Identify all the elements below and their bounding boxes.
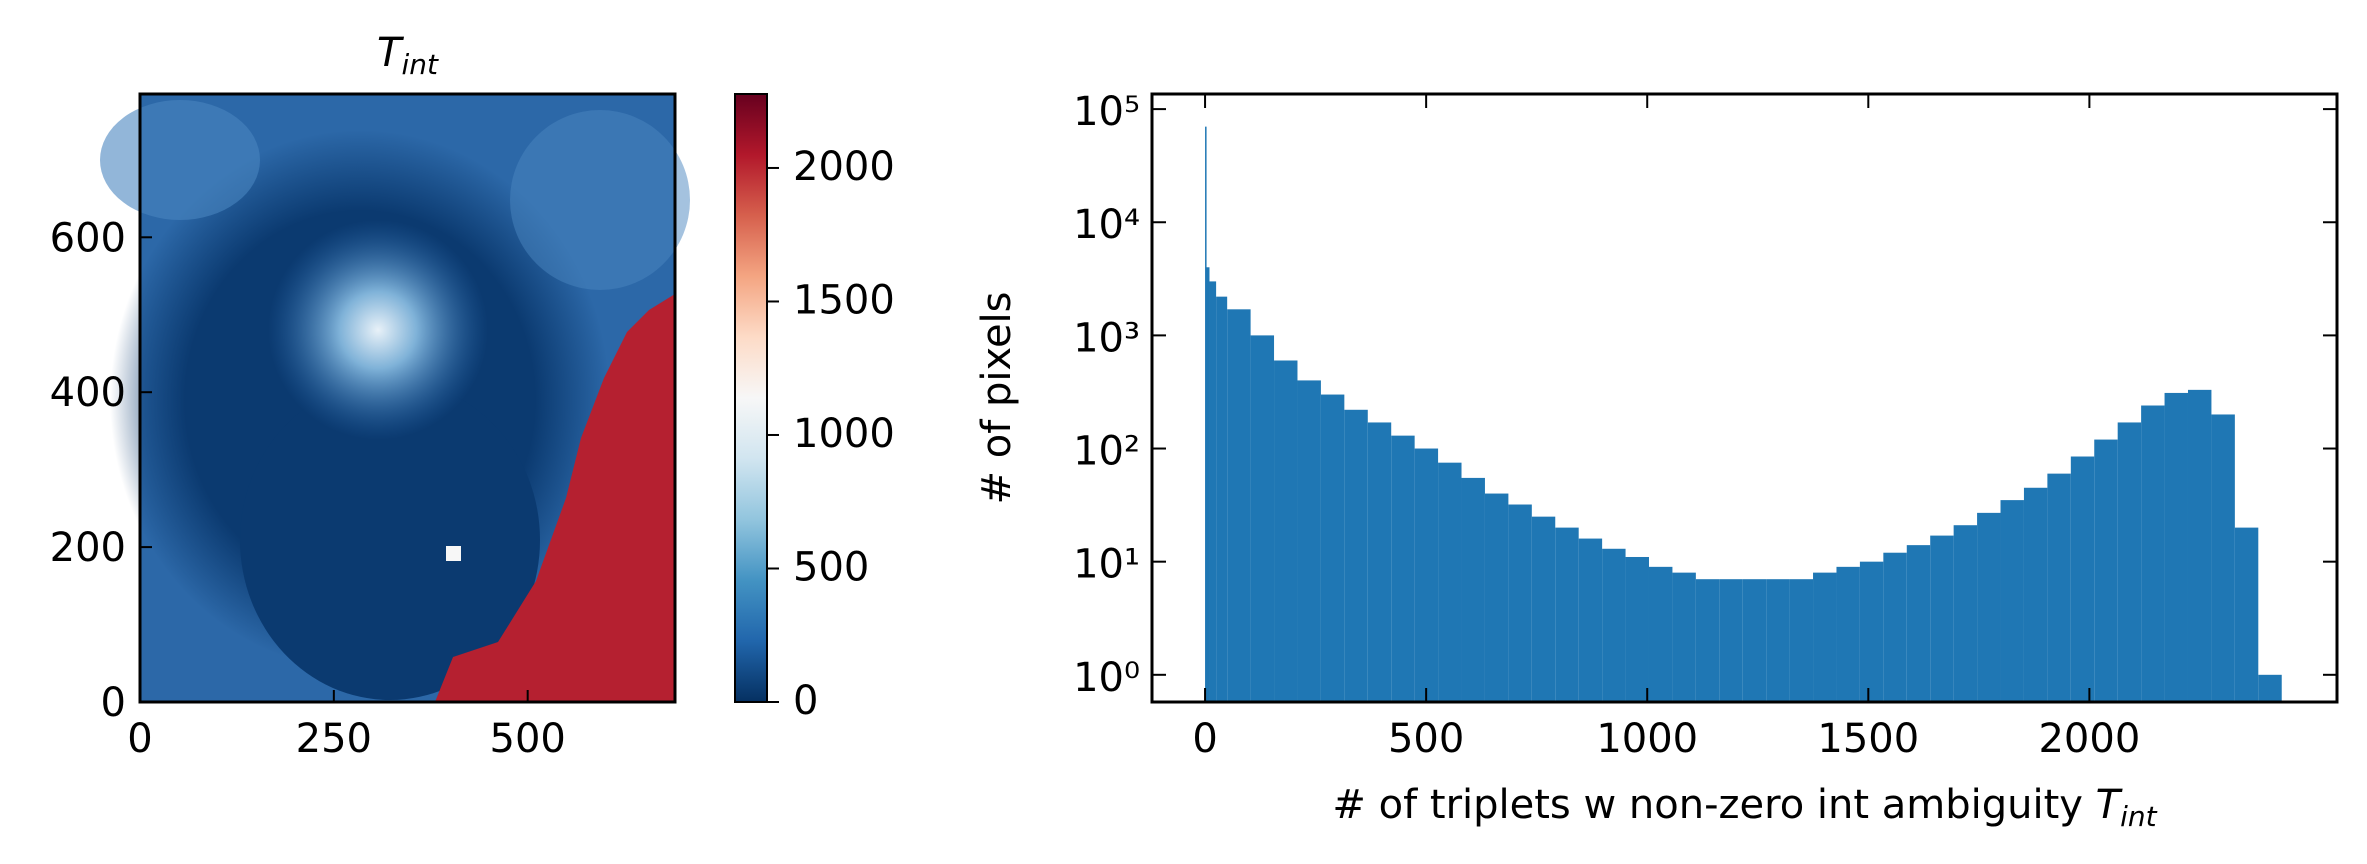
histogram-bar [1216, 296, 1228, 702]
histogram-bar [1320, 394, 1345, 702]
histogram-bar [1883, 552, 1907, 702]
histogram-bar [1859, 561, 1884, 702]
colorbar-tick-label: 2000 [793, 144, 895, 190]
histogram-bar [2023, 487, 2048, 702]
y-tick-label: 0 [101, 680, 126, 726]
histogram-bar [2164, 392, 2188, 702]
y-tick-label: 600 [50, 215, 126, 261]
histogram-bar [1742, 579, 1767, 702]
y-tick-label: 10⁵ [1073, 89, 1140, 135]
x-tick-label: 500 [1388, 716, 1464, 762]
histogram-bar [2141, 405, 2165, 702]
histogram-bar [1977, 512, 2001, 702]
y-tick-label: 10⁴ [1073, 202, 1140, 248]
colorbar-tick-label: 0 [793, 678, 818, 724]
colorbar-tick-label: 1500 [793, 277, 895, 323]
subscript: int [2120, 800, 2158, 833]
histogram-bar [1555, 527, 1579, 702]
histogram-bar [1227, 309, 1251, 702]
y-tick-label: 400 [50, 370, 126, 416]
heatmap-image [100, 94, 690, 702]
x-tick-label: 250 [296, 716, 372, 762]
label: # of triplets w non-zero int ambiguity T… [1332, 782, 2157, 833]
symbol: T [377, 30, 405, 76]
histogram-bar [1766, 579, 1790, 702]
histogram-bar [1719, 579, 1743, 702]
x-tick-label: 0 [127, 716, 152, 762]
histogram-bar [1625, 556, 1649, 702]
colorbar [734, 93, 768, 703]
image-region [510, 110, 690, 290]
histogram-bar [2187, 389, 2212, 702]
histogram-bar [2234, 527, 2259, 702]
subscript: int [401, 48, 439, 81]
y-tick-label: 10³ [1073, 315, 1140, 361]
histogram-bar [1508, 504, 1532, 702]
y-tick-label: 10² [1073, 429, 1140, 475]
histogram-bar [2000, 500, 2024, 702]
image-region [240, 380, 540, 700]
image-region [268, 220, 488, 440]
image-region [100, 100, 260, 220]
histogram-bar [1672, 572, 1696, 702]
histogram-bar [1205, 267, 1210, 702]
x-tick-label: 2000 [2038, 716, 2140, 762]
histogram-bar [1484, 493, 1509, 702]
x-tick-label: 500 [490, 716, 566, 762]
histogram-bar [1930, 535, 1954, 702]
histogram-bar [1953, 525, 1978, 702]
histogram-bar [1209, 281, 1217, 702]
histogram-bar [1906, 545, 1931, 702]
histogram-bar [1297, 380, 1321, 702]
y-tick-label: 10¹ [1073, 542, 1140, 588]
histogram-bar [1438, 462, 1462, 702]
colorbar-tick-label: 500 [793, 544, 869, 590]
histogram-bar [1250, 335, 1275, 702]
histogram-bar [2070, 456, 2095, 702]
histogram-bar [2117, 422, 2142, 702]
histogram-bar [1414, 448, 1439, 702]
histogram-bar [1813, 572, 1837, 702]
y-axis-label: # of pixels [974, 291, 1020, 504]
histogram-bar [1648, 566, 1673, 702]
axes-frame [1150, 92, 2339, 704]
histogram-bar [1367, 422, 1392, 702]
y-tick-label: 10⁰ [1073, 655, 1140, 701]
axes-frame [138, 92, 677, 704]
histogram-bar [2047, 473, 2071, 702]
image-region [435, 294, 675, 702]
histogram-bar [1531, 516, 1556, 702]
label: Tint [377, 30, 439, 81]
y-tick-label: 200 [50, 525, 126, 571]
x-tick-label: 1500 [1817, 716, 1919, 762]
histogram-bar [1461, 477, 1485, 702]
colorbar-tick-label: 1000 [793, 411, 895, 457]
histogram-bar [1602, 548, 1626, 702]
histogram-bar [2258, 674, 2282, 702]
histogram-bar [1205, 126, 1207, 702]
histogram-bar [2211, 414, 2235, 702]
label-text: # of triplets w non-zero int ambiguity [1332, 782, 2095, 828]
histogram-bar [2094, 439, 2118, 702]
histogram-bar [1344, 409, 1368, 702]
symbol: T [2096, 782, 2124, 828]
histogram-bar [1391, 435, 1415, 702]
histogram-bar [1578, 538, 1603, 702]
image-region [446, 546, 461, 561]
histogram-bar [1695, 579, 1720, 702]
x-tick-label: 0 [1192, 716, 1217, 762]
x-tick-label: 1000 [1596, 716, 1698, 762]
histogram-bar [1836, 566, 1860, 702]
histogram-bar [1789, 579, 1814, 702]
histogram-bar [1274, 360, 1298, 702]
